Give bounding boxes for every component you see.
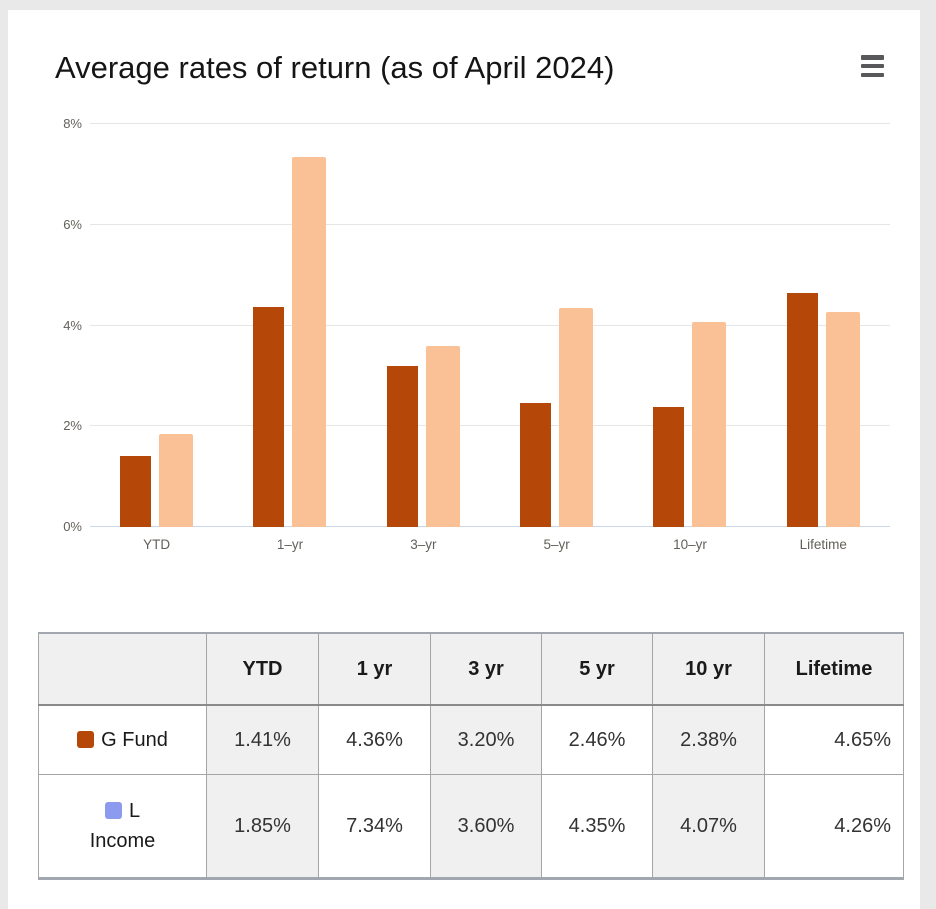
- bar-series: [90, 124, 890, 527]
- value-cell: 4.35%: [541, 774, 653, 879]
- value-cell: 7.34%: [318, 774, 431, 879]
- hamburger-menu-icon: [861, 63, 884, 69]
- category-group: [90, 124, 223, 527]
- context-menu-button[interactable]: [861, 55, 885, 77]
- bar-g-fund-YTD[interactable]: [120, 455, 152, 527]
- value-cell: 1.85%: [206, 774, 319, 879]
- table-row: G Fund 1.41% 4.36% 3.20% 2.46% 2.38% 4.65%: [38, 704, 904, 775]
- gridline: [90, 223, 890, 225]
- bar-l-income-5–yr[interactable]: [559, 307, 594, 527]
- value-cell: 3.60%: [430, 774, 542, 879]
- y-tick-label: 8%: [63, 116, 82, 131]
- bar-g-fund-10–yr[interactable]: [653, 407, 685, 527]
- gridline: [90, 425, 890, 427]
- table-row: L Income 1.85% 7.34% 3.60% 4.35% 4.07% 4.26%: [38, 774, 904, 879]
- bar-l-income-YTD[interactable]: [159, 433, 194, 527]
- category-group: [623, 124, 756, 527]
- bar-l-income-10–yr[interactable]: [692, 321, 727, 527]
- table-header: YTD 1 yr 3 yr 5 yr 10 yr Lifetime: [38, 632, 904, 706]
- category-group: [757, 124, 890, 527]
- hamburger-menu-icon: [861, 55, 884, 60]
- row-label: L Income: [89, 800, 156, 852]
- value-cell: 2.46%: [541, 704, 653, 775]
- bar-g-fund-1–yr[interactable]: [253, 307, 285, 527]
- x-tick-label: YTD: [143, 537, 171, 552]
- value-cell: 1.41%: [206, 704, 319, 775]
- y-tick-label: 6%: [63, 216, 82, 232]
- table-header-cell: [38, 632, 207, 706]
- category-group: [357, 124, 490, 527]
- table-header-cell: YTD: [206, 632, 319, 706]
- table-header-cell: 1 yr: [318, 632, 431, 706]
- x-axis-line: [90, 526, 890, 527]
- chart-card: Average rates of return (as of April 202…: [8, 10, 920, 909]
- rates-table: YTD 1 yr 3 yr 5 yr 10 yr Lifetime G Fund 1.41%…: [38, 632, 904, 880]
- bar-g-fund-5–yr[interactable]: [520, 403, 552, 527]
- table-header-cell: 10 yr: [652, 632, 765, 706]
- value-cell: 3.20%: [430, 704, 542, 775]
- value-cell: 4.26%: [764, 774, 904, 879]
- table-header-cell: 5 yr: [541, 632, 653, 706]
- chart-title: Average rates of return (as of April 202…: [55, 50, 615, 85]
- value-cell: 4.65%: [764, 704, 904, 775]
- hamburger-menu-icon: [861, 72, 884, 77]
- x-tick-label: Lifetime: [799, 537, 847, 552]
- row-label: G Fund: [101, 729, 168, 751]
- table-header-cell: 3 yr: [430, 632, 542, 706]
- bar-l-income-3–yr[interactable]: [425, 345, 460, 527]
- x-tick-label: 10–yr: [673, 537, 707, 552]
- value-cell: 4.36%: [318, 704, 431, 775]
- legend-swatch: [77, 731, 95, 748]
- value-cell: 2.38%: [652, 704, 765, 775]
- gridline: [90, 324, 890, 326]
- bar-g-fund-Lifetime[interactable]: [786, 292, 818, 527]
- bar-l-income-Lifetime[interactable]: [825, 312, 860, 527]
- y-axis-labels: 0% 2% 4% 6% 8%: [8, 117, 82, 534]
- bar-g-fund-3–yr[interactable]: [386, 365, 418, 527]
- y-tick-label: 4%: [63, 317, 82, 333]
- y-tick-label: 2%: [63, 418, 82, 434]
- row-label-cell: L Income: [38, 774, 207, 879]
- bar-l-income-1–yr[interactable]: [292, 157, 327, 527]
- category-group: [223, 124, 356, 527]
- category-group: [490, 124, 623, 527]
- legend-swatch: [104, 802, 122, 819]
- gridline: [90, 123, 890, 124]
- table-header-cell: Lifetime: [764, 632, 904, 706]
- x-axis-labels: YTD 1–yr 3–yr 5–yr 10–yr Lifetime: [90, 537, 890, 552]
- value-cell: 4.07%: [652, 774, 765, 879]
- y-tick-label: 0%: [63, 519, 82, 534]
- plot-area: [90, 123, 890, 527]
- x-tick-label: 3–yr: [410, 537, 437, 552]
- x-tick-label: 5–yr: [543, 537, 570, 552]
- row-label-cell: G Fund: [38, 704, 207, 775]
- x-tick-label: 1–yr: [276, 537, 304, 552]
